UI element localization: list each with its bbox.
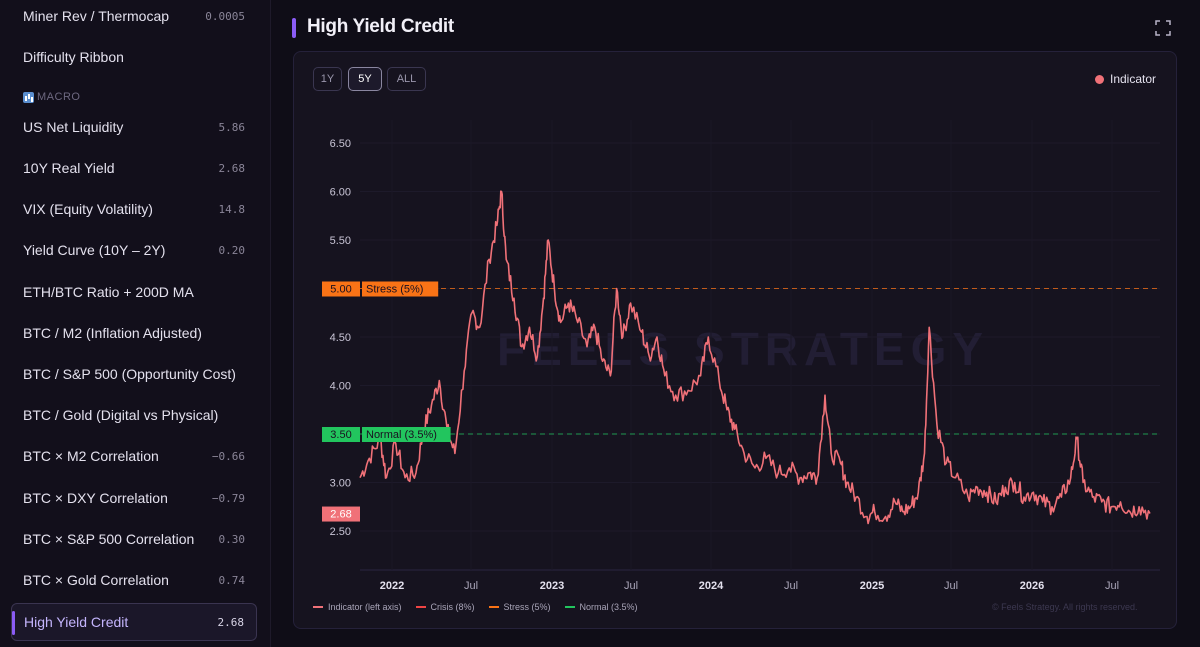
y-tick-label: 4.50: [330, 332, 351, 344]
sidebar-item-difficulty-ribbon[interactable]: Difficulty Ribbon: [11, 38, 257, 76]
sidebar-section-macro: MACRO: [23, 89, 80, 105]
bar-chart-icon: [23, 91, 34, 103]
sidebar-item-btc-sp500-correlation[interactable]: BTC × S&P 500 Correlation 0.30: [11, 520, 257, 558]
legend-label: Indicator: [1110, 72, 1157, 86]
reference-tag-label: Stress (5%): [366, 284, 423, 296]
reference-tag-label: Normal (3.5%): [366, 429, 437, 441]
sidebar-item-value: 5.86: [218, 120, 246, 134]
sidebar-item-value: −0.66: [211, 449, 245, 463]
sidebar-item-label: BTC / M2 (Inflation Adjusted): [23, 325, 202, 341]
sidebar-item-label: BTC × S&P 500 Correlation: [23, 531, 195, 547]
legend-label: Indicator (left axis): [328, 602, 402, 612]
title-accent-bar: [292, 18, 296, 38]
sidebar-item-label: Yield Curve (10Y – 2Y): [23, 242, 166, 258]
sidebar-item-btc-dxy-correlation[interactable]: BTC × DXY Correlation −0.79: [11, 479, 257, 517]
reference-value-label: 5.00: [330, 284, 351, 296]
x-tick-label: Jul: [944, 580, 958, 592]
chart-legend-top: Indicator: [1095, 72, 1156, 86]
series-line-indicator: [359, 190, 1151, 525]
sidebar-item-us-net-liquidity[interactable]: US Net Liquidity 5.86: [11, 108, 257, 146]
sidebar-item-vix[interactable]: VIX (Equity Volatility) 14.8: [11, 190, 257, 228]
sidebar-item-label: VIX (Equity Volatility): [23, 201, 153, 217]
legend-label: Normal (3.5%): [579, 602, 638, 612]
sidebar-item-label: US Net Liquidity: [23, 119, 124, 135]
x-tick-label: 2022: [380, 580, 404, 592]
y-tick-label: 5.50: [330, 235, 351, 247]
sidebar-item-btc-gold-correlation[interactable]: BTC × Gold Correlation 0.74: [11, 561, 257, 599]
chart-card: [293, 51, 1177, 629]
legend-label: Crisis (8%): [430, 602, 475, 612]
page-title: High Yield Credit: [307, 16, 454, 37]
sidebar-item-label: BTC / S&P 500 (Opportunity Cost): [23, 366, 236, 382]
range-button-1y[interactable]: 1Y: [313, 67, 342, 91]
x-tick-label: 2024: [699, 580, 724, 592]
y-tick-label: 3.00: [330, 478, 351, 490]
sidebar-item-label: BTC / Gold (Digital vs Physical): [23, 407, 219, 423]
current-value-badge: [322, 506, 360, 522]
legend-dot: [1095, 74, 1104, 84]
y-tick-label: 2.50: [330, 526, 351, 538]
y-tick-label: 4.00: [330, 381, 351, 393]
x-tick-label: 2026: [1020, 580, 1044, 592]
legend-label: Stress (5%): [503, 602, 551, 612]
chart-legend-bottom: Indicator (left axis) Crisis (8%) Stress…: [313, 602, 638, 612]
y-tick-label: 6.50: [330, 138, 351, 150]
legend-swatch: [313, 606, 323, 608]
copyright: © Feels Strategy. All rights reserved.: [992, 602, 1138, 612]
sidebar-item-label: ETH/BTC Ratio + 200D MA: [23, 284, 194, 300]
legend-swatch: [488, 606, 499, 608]
sidebar-item-value: −0.79: [211, 491, 245, 505]
reference-tag-badge: [362, 427, 451, 442]
watermark: FEELS STRATEGY: [497, 323, 990, 375]
legend-item-indicator: Indicator (left axis): [313, 602, 402, 612]
sidebar-item-label: BTC × M2 Correlation: [23, 448, 159, 464]
sidebar-item-value: 0.74: [218, 573, 246, 587]
x-tick-label: 2023: [540, 580, 564, 592]
x-tick-label: Jul: [464, 580, 478, 592]
sidebar: Miner Rev / Thermocap 0.0005 Difficulty …: [0, 0, 271, 647]
y-tick-label: 6.00: [330, 187, 351, 199]
legend-item-normal: Normal (3.5%): [564, 602, 638, 612]
x-tick-label: 2025: [860, 580, 884, 592]
sidebar-item-value: 0.0005: [205, 9, 245, 23]
sidebar-item-label: BTC × DXY Correlation: [23, 490, 168, 506]
sidebar-item-10y-real-yield[interactable]: 10Y Real Yield 2.68: [11, 149, 257, 187]
current-value-label: 2.68: [330, 509, 351, 521]
sidebar-item-high-yield-credit[interactable]: High Yield Credit 2.68: [11, 603, 257, 641]
reference-value-label: 3.50: [330, 429, 351, 441]
sidebar-item-label: 10Y Real Yield: [23, 160, 115, 176]
expand-icon[interactable]: [1155, 20, 1171, 36]
sidebar-item-value: 0.30: [218, 532, 246, 546]
sidebar-item-btc-sp500[interactable]: BTC / S&P 500 (Opportunity Cost): [11, 355, 257, 393]
sidebar-item-label: Difficulty Ribbon: [23, 49, 124, 65]
sidebar-item-label: BTC × Gold Correlation: [23, 572, 169, 588]
sidebar-item-btc-gold[interactable]: BTC / Gold (Digital vs Physical): [11, 396, 257, 434]
sidebar-item-yield-curve[interactable]: Yield Curve (10Y – 2Y) 0.20: [11, 231, 257, 269]
sidebar-item-eth-btc-ratio[interactable]: ETH/BTC Ratio + 200D MA: [11, 273, 257, 311]
sidebar-item-btc-m2[interactable]: BTC / M2 (Inflation Adjusted): [11, 314, 257, 352]
legend-swatch: [564, 606, 575, 608]
range-button-all[interactable]: ALL: [387, 67, 426, 91]
reference-tag-badge: [362, 281, 439, 297]
sidebar-item-value: 14.8: [218, 202, 246, 216]
sidebar-item-btc-m2-correlation[interactable]: BTC × M2 Correlation −0.66: [11, 437, 257, 475]
x-tick-label: Jul: [1105, 580, 1119, 592]
sidebar-item-value: 0.20: [218, 243, 246, 257]
sidebar-item-value: 2.68: [217, 615, 245, 629]
sidebar-section-label: MACRO: [37, 91, 81, 103]
x-tick-label: Jul: [784, 580, 798, 592]
sidebar-item-miner-rev-thermocap[interactable]: Miner Rev / Thermocap 0.0005: [11, 0, 257, 35]
legend-swatch: [415, 606, 426, 608]
reference-value-badge: [322, 281, 360, 297]
range-button-5y[interactable]: 5Y: [348, 67, 382, 91]
x-tick-label: Jul: [624, 580, 638, 592]
sidebar-item-label: High Yield Credit: [24, 614, 129, 630]
reference-value-badge: [322, 427, 360, 442]
legend-item-crisis: Crisis (8%): [415, 602, 475, 612]
legend-item-stress: Stress (5%): [488, 602, 551, 612]
sidebar-item-value: 2.68: [218, 161, 246, 175]
sidebar-item-label: Miner Rev / Thermocap: [23, 8, 170, 24]
